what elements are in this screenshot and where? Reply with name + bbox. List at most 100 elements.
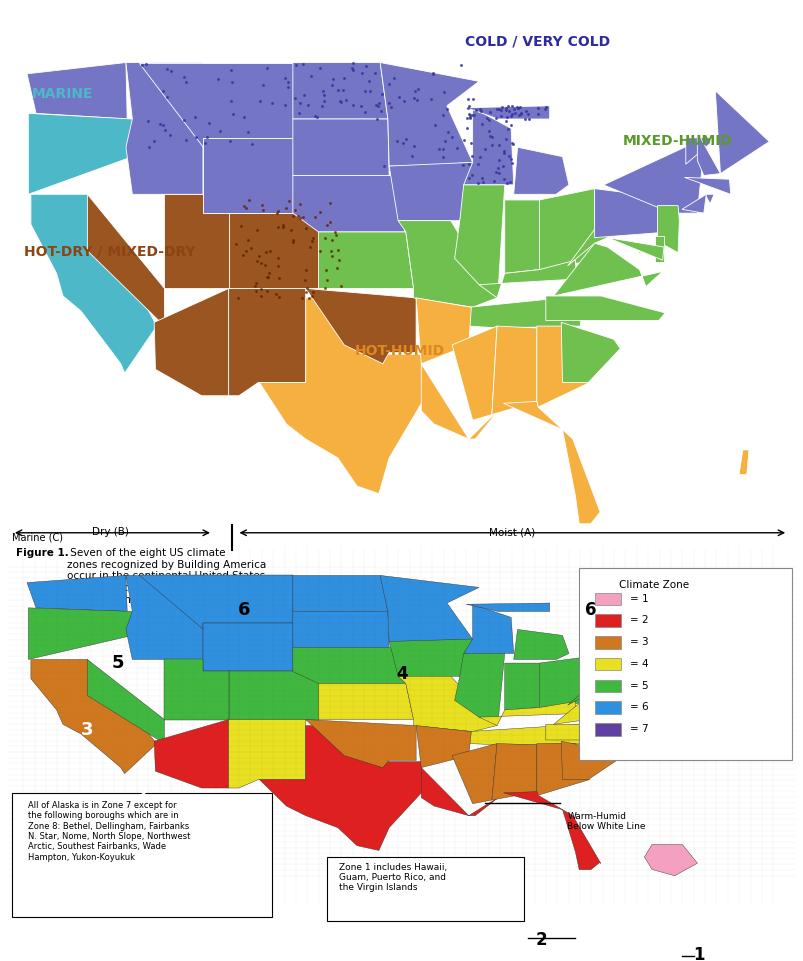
Point	[266, 95, 279, 111]
Polygon shape	[539, 655, 594, 707]
Point	[523, 111, 536, 127]
Point	[463, 99, 475, 114]
Point	[306, 231, 319, 246]
Point	[314, 204, 327, 219]
Polygon shape	[552, 243, 662, 296]
Point	[454, 58, 467, 73]
Polygon shape	[738, 450, 748, 475]
Polygon shape	[715, 593, 768, 646]
Polygon shape	[139, 62, 292, 147]
Point	[147, 134, 160, 149]
Point	[492, 102, 505, 117]
Point	[256, 202, 269, 217]
Polygon shape	[463, 604, 513, 653]
Polygon shape	[545, 296, 664, 320]
Bar	[594, 636, 620, 649]
Polygon shape	[545, 725, 664, 740]
Polygon shape	[715, 90, 768, 174]
Point	[255, 256, 267, 271]
Point	[310, 110, 323, 125]
Point	[320, 262, 332, 278]
Point	[241, 233, 254, 248]
Point	[519, 103, 532, 118]
Point	[513, 99, 526, 114]
Polygon shape	[454, 185, 504, 288]
Text: 2: 2	[522, 817, 532, 832]
Polygon shape	[139, 576, 292, 629]
Point	[251, 222, 263, 237]
Point	[177, 69, 190, 85]
Point	[494, 102, 507, 117]
Point	[271, 206, 283, 221]
Point	[296, 209, 309, 225]
Point	[156, 84, 169, 99]
Bar	[594, 702, 620, 714]
Point	[460, 111, 473, 126]
Point	[504, 151, 517, 166]
Polygon shape	[259, 726, 422, 850]
Point	[238, 110, 251, 125]
Bar	[594, 679, 620, 692]
Point	[238, 198, 251, 213]
Text: = 1: = 1	[630, 594, 648, 604]
Point	[239, 200, 252, 215]
Polygon shape	[560, 322, 620, 382]
Point	[165, 63, 177, 79]
Point	[300, 281, 312, 296]
Point	[325, 77, 338, 92]
Polygon shape	[165, 194, 228, 288]
Point	[163, 128, 176, 143]
Polygon shape	[228, 213, 318, 288]
Point	[424, 91, 437, 107]
Polygon shape	[468, 296, 580, 328]
Point	[334, 94, 347, 110]
Point	[257, 78, 270, 93]
Point	[336, 82, 349, 97]
Point	[160, 89, 173, 105]
Polygon shape	[536, 744, 589, 796]
Point	[463, 107, 475, 122]
Point	[491, 165, 504, 181]
Text: HOT-HUMID: HOT-HUMID	[354, 344, 444, 357]
Point	[225, 93, 238, 109]
Text: = 5: = 5	[630, 680, 648, 691]
Polygon shape	[451, 326, 496, 420]
Polygon shape	[504, 200, 539, 273]
Point	[325, 232, 338, 247]
Polygon shape	[644, 845, 697, 875]
Point	[369, 98, 381, 113]
Polygon shape	[539, 188, 594, 270]
Point	[514, 106, 527, 121]
Point	[458, 133, 471, 148]
Point	[438, 134, 451, 149]
Point	[385, 100, 397, 115]
Point	[245, 136, 258, 152]
Point	[297, 87, 310, 103]
Point	[318, 230, 331, 245]
Point	[198, 136, 211, 151]
Point	[252, 248, 265, 263]
Point	[271, 259, 284, 274]
Point	[262, 265, 275, 281]
Point	[324, 243, 336, 259]
Point	[496, 146, 509, 161]
Text: Warm-Humid
Below White Line: Warm-Humid Below White Line	[567, 812, 645, 831]
Polygon shape	[31, 194, 157, 373]
Polygon shape	[513, 147, 569, 194]
Point	[288, 202, 301, 217]
Point	[489, 110, 502, 125]
Polygon shape	[479, 702, 576, 726]
Polygon shape	[594, 188, 668, 237]
Polygon shape	[567, 221, 607, 266]
Polygon shape	[318, 232, 413, 288]
Point	[489, 163, 502, 179]
Point	[503, 103, 516, 118]
Point	[258, 258, 271, 273]
Point	[304, 68, 316, 84]
Bar	[594, 614, 620, 627]
Point	[462, 156, 475, 171]
Point	[189, 110, 202, 125]
Point	[300, 262, 312, 278]
Polygon shape	[503, 402, 601, 524]
Point	[483, 104, 495, 119]
